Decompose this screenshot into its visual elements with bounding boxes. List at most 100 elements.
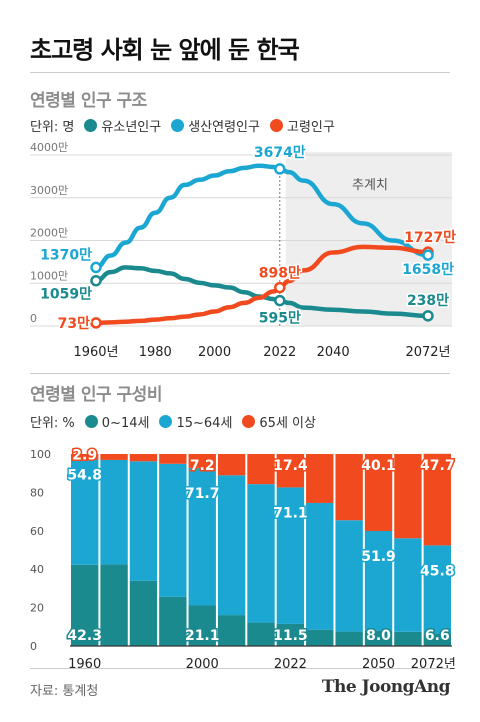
data-label: 17.4 [273, 458, 308, 474]
stacked-bar-chart: 100 80 60 40 20 0 2.9 54.8 42.3 7.2 71.7 21.1 17.4 71… [30, 446, 456, 672]
bar-segment [306, 454, 334, 503]
chart2-unit-label: 단위: % [30, 416, 75, 431]
bar-segment [423, 633, 451, 646]
data-label: 11.5 [273, 628, 308, 644]
bar-segment [159, 596, 187, 646]
data-point [274, 163, 286, 175]
y-tick-label: 3000만 [30, 184, 68, 197]
data-label: 6.6 [425, 628, 450, 644]
bar-segment [306, 502, 334, 630]
data-label: 71.1 [273, 505, 308, 521]
section-divider [30, 373, 450, 374]
data-label: 51.9 [361, 549, 396, 565]
legend-swatch-0-14 [84, 415, 98, 428]
legend-swatch-15-64 [159, 415, 173, 428]
y-tick-label: 1000만 [30, 269, 68, 282]
y-tick-label: 100 [30, 448, 51, 461]
data-label: 42.3 [67, 628, 102, 644]
x-tick-label: 1960 [68, 657, 101, 672]
projection-label: 추계치 [352, 178, 388, 193]
x-tick-label: 2000 [186, 657, 219, 672]
series-line-0 [93, 265, 431, 319]
data-label: 595만 [259, 311, 301, 327]
data-label: 71.7 [185, 486, 220, 502]
footer-divider [30, 668, 450, 669]
bar-segment [100, 564, 128, 646]
bar-segment [217, 454, 246, 476]
legend-label-working: 생산연령인구 [188, 120, 260, 135]
legend-item-working: 생산연령인구 [171, 116, 260, 135]
legend-label-15-64: 15~64세 [176, 416, 233, 431]
legend-item-youth: 유소년인구 [84, 116, 161, 135]
legend-label-elderly: 고령인구 [286, 120, 335, 135]
bar-segment [276, 454, 305, 488]
x-tick-label: 1960년 [73, 345, 118, 360]
data-label: 73만 [58, 316, 90, 332]
legend-item-15-64: 15~64세 [159, 412, 232, 431]
y-tick-label: 60 [30, 525, 44, 538]
data-label: 3674만 [254, 145, 306, 161]
bar-segment [159, 454, 187, 464]
x-tick-label: 2000 [198, 345, 231, 360]
data-point [90, 261, 102, 274]
x-tick-label: 2072년 [405, 345, 450, 360]
bar-segment [129, 461, 158, 581]
bar-segment [276, 487, 305, 624]
bar-segment [100, 459, 128, 565]
projection-region [285, 152, 452, 326]
data-label: 898만 [259, 266, 301, 282]
data-point [422, 249, 434, 261]
series-line-1 [93, 163, 431, 270]
legend-swatch-65plus [242, 415, 256, 428]
data-label: 7.2 [190, 458, 215, 474]
bar-segment [188, 605, 216, 646]
line-chart: 추계치 4000만 3000만 2000만 1000만 0 1370만 1059만 73만 367… [30, 141, 458, 360]
y-tick-label: 80 [30, 486, 44, 499]
bar-segment [335, 454, 363, 521]
y-tick-label: 0 [30, 312, 37, 325]
legend-label-youth: 유소년인구 [101, 120, 162, 135]
bar-segment [188, 467, 216, 606]
data-point [90, 317, 102, 329]
bar-segment [306, 629, 334, 646]
data-label: 1658만 [402, 262, 454, 278]
bar-segment [364, 454, 393, 531]
data-label: 2.9 [72, 448, 97, 464]
page-title: 초고령 사회 눈 앞에 둔 한국 [30, 36, 300, 64]
data-label: 238만 [407, 293, 449, 309]
x-tick-label: 2022 [263, 345, 296, 360]
data-label: 21.1 [185, 628, 220, 644]
y-tick-label: 20 [30, 602, 44, 615]
x-tick-label: 2040 [317, 345, 350, 360]
x-tick-label: 2022 [274, 657, 307, 672]
legend-swatch-working [171, 119, 185, 132]
data-label: 1059만 [40, 287, 92, 303]
legend-label-65plus: 65세 이상 [259, 416, 316, 431]
data-label: 8.0 [366, 628, 391, 644]
data-label: 47.7 [420, 458, 455, 474]
bar-segment [276, 623, 305, 646]
bar-segment [247, 622, 275, 646]
title-divider [30, 72, 450, 73]
brand-logo: The JoongAng [321, 677, 451, 697]
data-point [274, 281, 286, 294]
bar-segment [71, 459, 99, 565]
legend-swatch-youth [84, 119, 98, 132]
bar-segment [423, 545, 451, 634]
chart2-title: 연령별 인구 구성비 [30, 385, 162, 405]
y-tick-label: 4000만 [30, 141, 68, 154]
bar-segment [364, 530, 393, 631]
bar-segment [100, 454, 128, 460]
bar-segment [247, 484, 275, 623]
chart1-legend: 단위: 명 유소년인구 생산연령인구 고령인구 [30, 116, 335, 135]
series-line-2 [93, 244, 431, 326]
legend-label-0-14: 0~14세 [101, 416, 150, 431]
data-point [422, 310, 434, 322]
bar-segment [188, 454, 216, 468]
data-point [90, 274, 102, 287]
legend-item-0-14: 0~14세 [84, 412, 150, 431]
y-tick-label: 0 [30, 640, 37, 653]
bar-segment [335, 520, 363, 632]
data-point [274, 294, 286, 307]
chart2-legend: 단위: % 0~14세 15~64세 65세 이상 [30, 412, 316, 431]
